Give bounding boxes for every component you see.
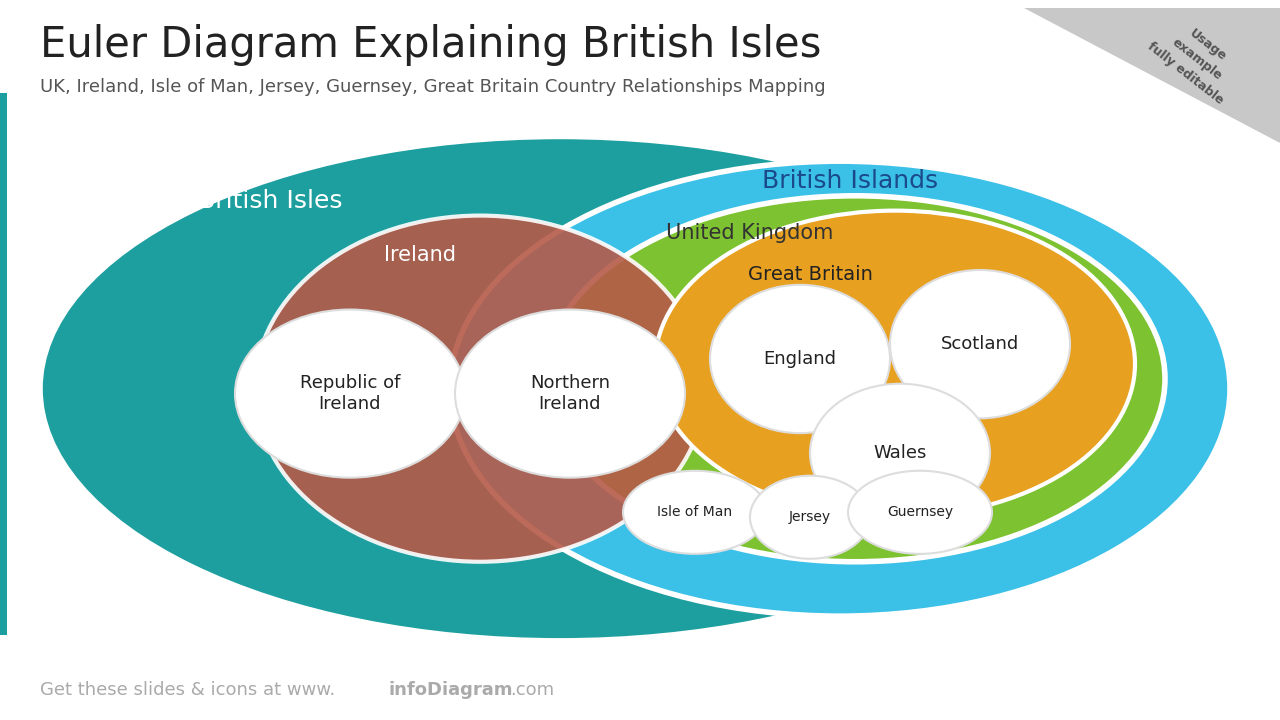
Text: Guernsey: Guernsey <box>887 505 954 519</box>
Ellipse shape <box>710 285 890 433</box>
Text: Get these slides & icons at www.: Get these slides & icons at www. <box>40 681 335 699</box>
Text: Republic of
Ireland: Republic of Ireland <box>300 374 401 413</box>
Ellipse shape <box>255 215 705 562</box>
Text: infoDiagram: infoDiagram <box>388 681 512 699</box>
Text: England: England <box>763 350 837 368</box>
Text: Northern
Ireland: Northern Ireland <box>530 374 611 413</box>
Text: Jersey: Jersey <box>788 510 831 524</box>
Text: British Isles: British Isles <box>197 189 342 212</box>
Ellipse shape <box>890 270 1070 418</box>
Ellipse shape <box>40 137 1080 641</box>
Text: United Kingdom: United Kingdom <box>667 223 833 243</box>
Text: Euler Diagram Explaining British Isles: Euler Diagram Explaining British Isles <box>40 24 822 66</box>
Text: Usage
example
fully editable: Usage example fully editable <box>1146 12 1248 107</box>
Ellipse shape <box>623 471 767 554</box>
Polygon shape <box>1024 8 1280 143</box>
Text: Wales: Wales <box>873 444 927 462</box>
Text: UK, Ireland, Isle of Man, Jersey, Guernsey, Great Britain Country Relationships : UK, Ireland, Isle of Man, Jersey, Guerns… <box>40 78 826 96</box>
Ellipse shape <box>451 161 1230 616</box>
Text: .com: .com <box>509 681 554 699</box>
Text: Isle of Man: Isle of Man <box>658 505 732 519</box>
Text: Scotland: Scotland <box>941 335 1019 353</box>
Text: British Islands: British Islands <box>762 169 938 193</box>
Ellipse shape <box>454 310 685 477</box>
Text: Ireland: Ireland <box>384 245 456 265</box>
Ellipse shape <box>810 384 989 522</box>
Bar <box>0 94 6 634</box>
Ellipse shape <box>236 310 465 477</box>
Text: Great Britain: Great Britain <box>748 266 873 284</box>
Ellipse shape <box>849 471 992 554</box>
Ellipse shape <box>750 476 870 559</box>
Ellipse shape <box>545 196 1165 562</box>
Ellipse shape <box>655 211 1135 517</box>
